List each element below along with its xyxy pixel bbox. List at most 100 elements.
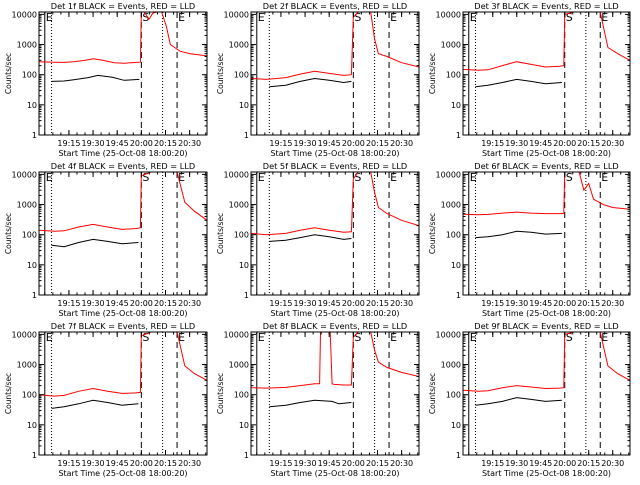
x-tick-label: 19:30 — [294, 139, 317, 148]
series-lld — [39, 332, 207, 397]
marker-label: S — [566, 11, 573, 24]
y-axis-label: Counts/sec — [216, 373, 225, 414]
y-tick-label: 10 — [27, 421, 37, 430]
x-tick-label: 20:30 — [178, 139, 201, 148]
panel-title: Det 9f BLACK = Events, RED = LLD — [474, 321, 618, 331]
x-tick-label: 19:45 — [529, 139, 552, 148]
y-tick-label: 1000 — [17, 41, 37, 50]
y-tick-label: 1000 — [229, 361, 249, 370]
x-tick-label: 19:15 — [269, 299, 292, 308]
series-lld — [463, 332, 630, 392]
x-axis-label: Start Time (25-Oct-08 18:00:20) — [270, 469, 399, 478]
y-tick-label: 100 — [446, 71, 461, 80]
x-tick-label: 20:30 — [601, 139, 624, 148]
y-tick-label: 10000 — [12, 170, 37, 179]
x-axis-label: Start Time (25-Oct-08 18:00:20) — [58, 309, 187, 318]
marker-label: E — [258, 331, 265, 344]
x-axis-label: Start Time (25-Oct-08 18:00:20) — [58, 469, 187, 478]
x-tick-label: 19:45 — [529, 459, 552, 468]
y-tick-label: 10000 — [224, 330, 249, 339]
marker-label: S — [566, 171, 573, 184]
x-tick-label: 19:30 — [505, 139, 528, 148]
x-tick-label: 20:15 — [577, 299, 600, 308]
plot-frame — [250, 171, 420, 296]
x-tick-label: 20:30 — [601, 459, 624, 468]
y-tick-label: 10000 — [224, 10, 249, 19]
series-lld — [251, 172, 419, 236]
marker-label: S — [354, 11, 361, 24]
y-tick-label: 100 — [234, 391, 249, 400]
y-tick-label: 100 — [446, 391, 461, 400]
x-tick-label: 20:30 — [390, 459, 413, 468]
marker-label: S — [354, 331, 361, 344]
marker-label: E — [470, 331, 477, 344]
panel-title: Det 3f BLACK = Events, RED = LLD — [474, 1, 618, 11]
y-tick-label: 100 — [22, 231, 37, 240]
x-tick-label: 19:30 — [82, 299, 105, 308]
x-tick-label: 20:30 — [178, 459, 201, 468]
y-tick-label: 1000 — [441, 201, 461, 210]
y-tick-label: 10 — [451, 421, 461, 430]
panel-title: Det 5f BLACK = Events, RED = LLD — [263, 161, 407, 171]
x-tick-label: 20:00 — [342, 139, 365, 148]
y-tick-label: 1000 — [441, 41, 461, 50]
panel-title: Det 2f BLACK = Events, RED = LLD — [263, 1, 407, 11]
plot-frame — [250, 11, 420, 136]
marker-label: E — [258, 11, 265, 24]
series-events — [269, 234, 352, 242]
y-tick-label: 10 — [451, 261, 461, 270]
x-tick-label: 19:15 — [481, 139, 504, 148]
x-axis-label: Start Time (25-Oct-08 18:00:20) — [482, 309, 611, 318]
x-tick-label: 19:30 — [82, 139, 105, 148]
x-tick-label: 19:45 — [529, 299, 552, 308]
marker-label: S — [354, 171, 361, 184]
x-tick-label: 20:30 — [390, 139, 413, 148]
y-axis-label: Counts/sec — [216, 213, 225, 254]
x-tick-label: 20:00 — [130, 459, 153, 468]
plot-frame — [38, 11, 208, 136]
x-axis-label: Start Time (25-Oct-08 18:00:20) — [482, 469, 611, 478]
marker-label: E — [390, 11, 397, 24]
plot-frame — [462, 171, 631, 296]
y-axis-label: Counts/sec — [4, 213, 13, 254]
y-tick-label: 1000 — [17, 201, 37, 210]
x-tick-label: 20:00 — [130, 139, 153, 148]
series-events — [475, 78, 562, 88]
marker-label: S — [142, 331, 149, 344]
y-tick-label: 10 — [239, 101, 249, 110]
x-tick-label: 19:45 — [318, 459, 341, 468]
y-axis-label: Counts/sec — [428, 373, 437, 414]
x-axis-label: Start Time (25-Oct-08 18:00:20) — [58, 149, 187, 158]
x-tick-label: 19:45 — [318, 299, 341, 308]
y-axis-label: Counts/sec — [428, 213, 437, 254]
x-tick-label: 19:30 — [505, 459, 528, 468]
y-tick-label: 10000 — [12, 10, 37, 19]
y-tick-label: 100 — [234, 71, 249, 80]
x-axis-label: Start Time (25-Oct-08 18:00:20) — [270, 309, 399, 318]
panel-title: Det 6f BLACK = Events, RED = LLD — [474, 161, 618, 171]
series-events — [51, 74, 140, 82]
panel-title: Det 1f BLACK = Events, RED = LLD — [51, 1, 195, 11]
y-tick-label: 1 — [456, 451, 461, 460]
x-tick-label: 20:15 — [366, 299, 389, 308]
y-tick-label: 10 — [451, 101, 461, 110]
marker-label: S — [142, 11, 149, 24]
x-tick-label: 19:15 — [57, 139, 80, 148]
y-tick-label: 1000 — [17, 361, 37, 370]
marker-label: E — [470, 171, 477, 184]
x-tick-label: 20:15 — [154, 299, 177, 308]
series-events — [269, 77, 352, 88]
plot-frame — [38, 331, 208, 456]
marker-label: S — [142, 171, 149, 184]
marker-label: E — [601, 171, 608, 184]
marker-label: E — [178, 11, 185, 24]
x-tick-label: 20:15 — [366, 139, 389, 148]
series-events — [269, 399, 352, 408]
x-tick-label: 19:15 — [481, 459, 504, 468]
y-tick-label: 10000 — [224, 170, 249, 179]
series-lld — [39, 12, 207, 64]
